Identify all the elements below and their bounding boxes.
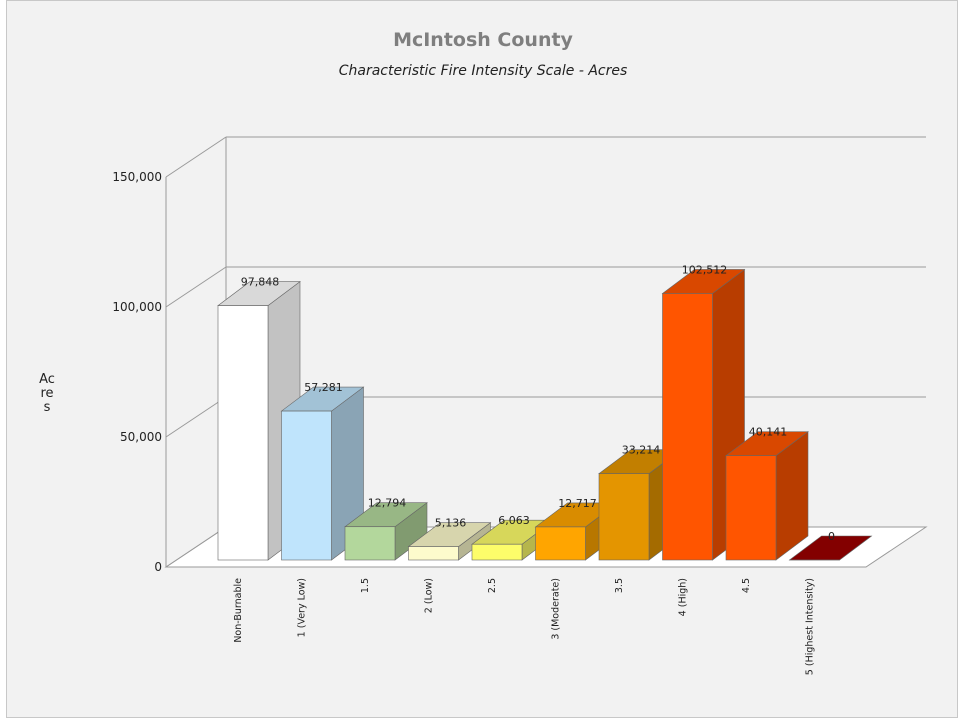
labels-layer: 0 50,000 100,000 150,000 97,848 Non-Burnable 5… — [112, 170, 835, 675]
y-tick-label: 0 — [154, 560, 162, 574]
data-label: 97,848 — [241, 276, 280, 289]
y-tick-label: 150,000 — [112, 170, 162, 184]
x-tick-label: 2 (Low) — [424, 578, 435, 613]
x-tick-label: 2.5 — [487, 578, 498, 593]
chart-frame: McIntosh County Characteristic Fire Inte… — [6, 0, 958, 718]
data-label: 12,717 — [558, 497, 597, 510]
y-tick-label: 100,000 — [112, 300, 162, 314]
data-label: 33,214 — [622, 444, 661, 457]
data-label: 6,063 — [498, 514, 530, 527]
bar-front — [281, 410, 332, 561]
gridline-diagonal — [165, 526, 227, 568]
chart-title: McIntosh County — [393, 29, 573, 51]
bar — [280, 386, 365, 561]
data-label: 12,794 — [368, 497, 407, 510]
x-tick-label: 3 (Moderate) — [551, 578, 562, 640]
x-tick-label: 1.5 — [360, 578, 371, 593]
bar-front — [408, 546, 459, 561]
bars-layer — [217, 268, 873, 561]
bar — [344, 502, 428, 561]
data-label: 5,136 — [435, 517, 467, 530]
y-axis-label: Acres — [39, 372, 55, 415]
x-tick-label: 4 (High) — [678, 578, 689, 616]
bar-front — [217, 305, 269, 561]
data-label: 102,512 — [682, 263, 728, 276]
bar-front — [662, 293, 713, 561]
y-tick-label: 50,000 — [120, 430, 162, 444]
chart-subtitle: Characteristic Fire Intensity Scale - Ac… — [338, 63, 628, 79]
bar-front — [725, 455, 777, 561]
bar-front — [344, 526, 396, 561]
bar-front — [535, 526, 586, 561]
x-tick-label: 3.5 — [614, 578, 625, 593]
gridline-diagonal — [165, 396, 227, 438]
data-label: 57,281 — [304, 381, 343, 394]
x-tick-label: Non-Burnable — [233, 578, 244, 643]
gridline-diagonal — [165, 266, 227, 308]
bar — [788, 535, 873, 561]
bar-front — [471, 543, 523, 561]
x-tick-label: 5 (Highest Intensity) — [805, 578, 816, 675]
bar — [725, 431, 809, 561]
bar — [407, 522, 492, 561]
x-tick-label: 4.5 — [741, 578, 752, 593]
bar-front — [598, 473, 650, 561]
data-label: 0 — [828, 530, 835, 543]
x-tick-label: 1 (Very Low) — [297, 578, 308, 637]
data-label: 40,141 — [749, 426, 788, 439]
gridline-diagonal — [165, 136, 227, 178]
